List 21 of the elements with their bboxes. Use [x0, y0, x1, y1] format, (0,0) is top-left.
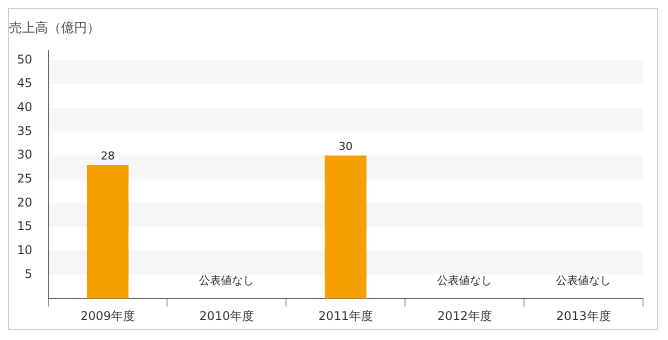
x-tick-label: 2009年度 — [80, 308, 136, 323]
y-tick-label: 40 — [16, 100, 32, 114]
y-tick-label: 25 — [16, 171, 32, 186]
x-tick-label: 2011年度 — [318, 308, 373, 323]
y-tick-label: 50 — [16, 52, 32, 66]
y-tick-label: 45 — [16, 76, 32, 90]
y-tick-label: 15 — [16, 219, 32, 234]
y-tick-label: 10 — [16, 243, 32, 258]
y-tick-label: 20 — [16, 195, 32, 210]
data-label: 30 — [338, 140, 353, 153]
text: 公表値なし — [556, 274, 612, 287]
x-tick-label: 2010年度 — [199, 308, 254, 323]
y-tick-label: 5 — [24, 266, 32, 281]
y-tick-label: 35 — [16, 124, 32, 138]
text: 公表値なし — [437, 274, 492, 287]
x-tick-label: 2013年度 — [556, 308, 611, 323]
y-tick-label: 30 — [16, 148, 32, 162]
x-tick-label: 2012年度 — [437, 308, 492, 323]
data-label: 28 — [100, 149, 115, 162]
text: 公表値なし — [199, 274, 254, 287]
y-axis-title: 売上高（億円） — [9, 20, 100, 36]
